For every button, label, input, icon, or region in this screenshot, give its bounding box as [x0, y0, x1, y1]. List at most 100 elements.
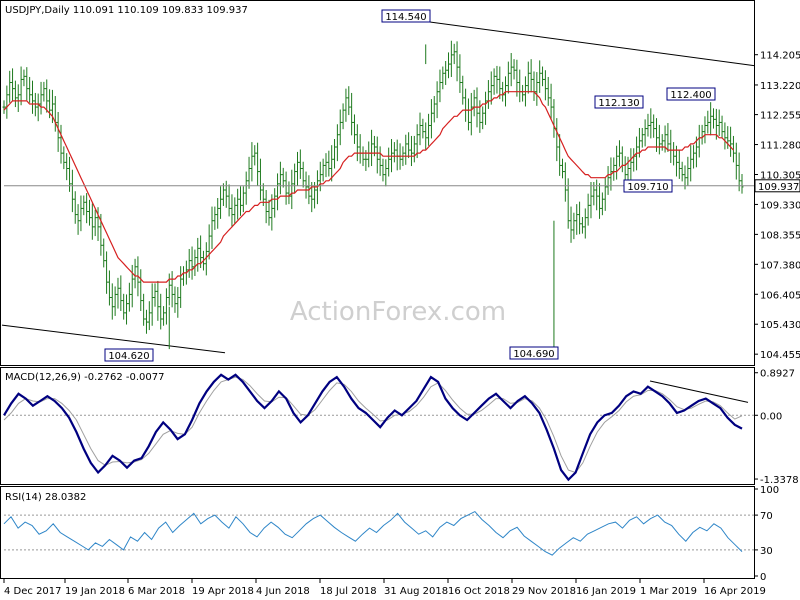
price-bar: [458, 54, 462, 93]
price-bar: [210, 206, 214, 249]
price-bar: [153, 283, 157, 307]
macd-plot: [3, 373, 754, 482]
annotation-box: [104, 348, 154, 362]
price-bar: [139, 269, 143, 312]
price-header: USDJPY,Daily 110.091 110.109 109.833 109…: [5, 5, 248, 16]
last-price-box: [754, 179, 800, 193]
price-bar: [674, 145, 678, 177]
x-tick-label: 19 Jan 2018: [65, 586, 125, 597]
rsi-tick-label: 100: [760, 485, 779, 496]
price-bar: [159, 293, 163, 330]
macd-trendline: [649, 380, 749, 403]
price-bar: [330, 145, 334, 182]
annotation-text: 114.540: [385, 12, 426, 23]
price-bar: [515, 59, 519, 97]
price-bar: [606, 166, 610, 195]
price-bar: [19, 66, 23, 106]
x-tick-label: 6 Mar 2018: [128, 586, 185, 597]
price-bar: [737, 152, 741, 192]
price-bar: [692, 145, 696, 169]
x-tick-label: 29 Nov 2018: [512, 586, 576, 597]
price-bar: [558, 134, 562, 176]
price-bar: [526, 61, 530, 94]
price-bar: [176, 287, 180, 318]
price-bar: [569, 206, 573, 243]
price-bar: [655, 118, 659, 152]
price-bar: [247, 156, 251, 189]
price-bar: [216, 197, 220, 229]
last-price-label: 109.937: [758, 182, 799, 193]
rsi-line: [3, 510, 743, 556]
price-bar: [273, 188, 277, 218]
price-bar: [162, 306, 166, 326]
price-bar: [230, 194, 234, 228]
price-bar: [535, 72, 539, 106]
price-bar: [113, 286, 117, 316]
price-bar: [549, 83, 553, 120]
price-bar: [133, 258, 137, 289]
price-bar: [709, 102, 713, 136]
annotation-box: [666, 87, 716, 101]
price-bar: [663, 125, 667, 153]
price-bar: [56, 111, 60, 152]
price-bar: [147, 301, 151, 331]
price-bar: [629, 148, 633, 182]
price-bar: [435, 81, 439, 119]
price-bar: [717, 109, 721, 136]
macd-line: [3, 373, 743, 482]
price-bar: [484, 91, 488, 125]
rsi-tick-label: 70: [760, 511, 773, 522]
price-bar: [586, 193, 590, 226]
price-annotation: 109.710: [623, 179, 673, 193]
price-tick-label: 113.220: [760, 81, 800, 92]
price-bar: [646, 113, 650, 137]
price-tick-label: 109.330: [760, 200, 800, 211]
price-bar: [324, 153, 328, 178]
price-bar: [660, 134, 664, 151]
x-tick-label: 19 Apr 2018: [192, 586, 254, 597]
price-bar: [213, 206, 217, 230]
price-bar: [87, 199, 91, 226]
price-bar: [110, 283, 114, 320]
price-bar: [219, 186, 223, 219]
price-bar: [541, 66, 545, 87]
price-bar: [85, 193, 89, 224]
macd-tick-label: 0.00: [760, 411, 782, 422]
price-bar: [726, 126, 730, 149]
price-bar: [626, 156, 630, 183]
price-bar: [427, 113, 431, 146]
price-tick-label: 107.380: [760, 260, 800, 271]
price-bar: [409, 135, 413, 167]
price-bar: [16, 84, 20, 112]
axes: 114.205 113.220 112.255 111.280 110.305 109.3…: [3, 51, 800, 597]
price-annotation: 114.540: [381, 9, 431, 23]
macd-header: MACD(12,26,9) -0.2762 -0.0077: [5, 372, 165, 383]
price-bar: [492, 68, 496, 95]
price-bar: [298, 149, 302, 179]
x-tick-label: 4 Jun 2018: [256, 586, 310, 597]
price-bar: [387, 147, 391, 177]
rsi-panel: [0, 486, 755, 579]
price-bar: [116, 277, 120, 309]
price-bar: [720, 115, 724, 139]
price-bar: [239, 186, 243, 216]
price-bar: [546, 76, 550, 106]
price-bar: [455, 41, 459, 82]
price-tick-label: 105.430: [760, 320, 800, 331]
price-bar: [350, 92, 354, 136]
price-bar: [164, 288, 168, 325]
annotation-text: 109.710: [627, 182, 668, 193]
price-plot: 114.540 104.620 104.690 112.130 112.400 109.7…: [1, 9, 755, 362]
price-bar: [33, 92, 37, 117]
price-bar: [102, 238, 106, 268]
price-bar: [489, 71, 493, 105]
price-bar: [76, 204, 80, 235]
price-bar: [495, 65, 499, 94]
price-bar: [649, 108, 653, 139]
price-bar: [73, 191, 77, 224]
price-bar: [706, 110, 710, 134]
price-bar: [712, 108, 716, 129]
price-bar: [447, 52, 451, 79]
price-bar: [341, 103, 345, 130]
